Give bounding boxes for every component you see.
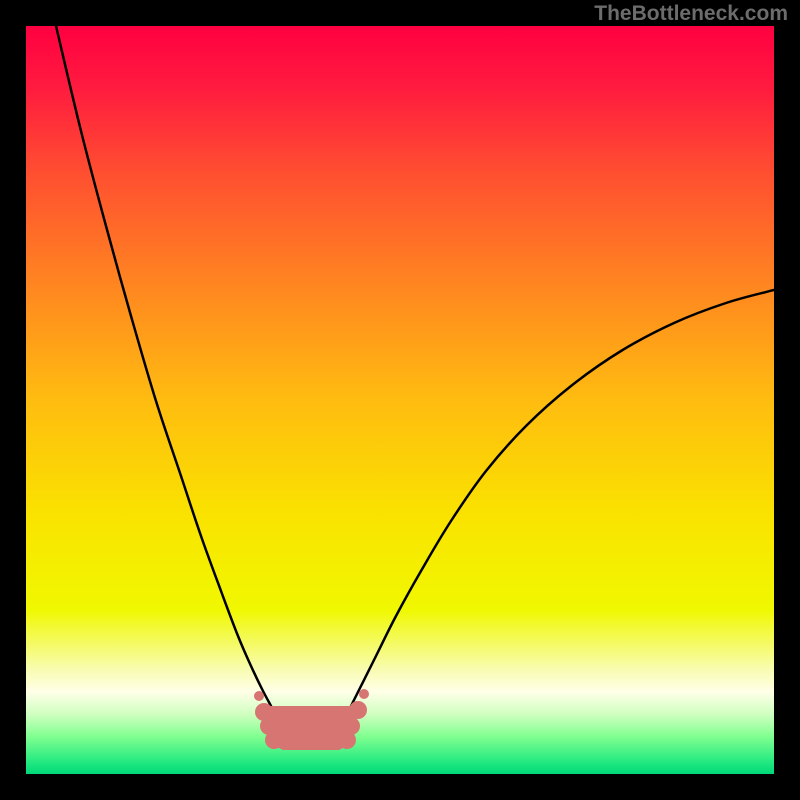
plot-area — [26, 26, 774, 774]
chart-container: TheBottleneck.com — [0, 0, 800, 800]
chart-svg — [26, 26, 774, 774]
watermark-text: TheBottleneck.com — [594, 2, 788, 26]
gradient-background — [26, 26, 774, 774]
